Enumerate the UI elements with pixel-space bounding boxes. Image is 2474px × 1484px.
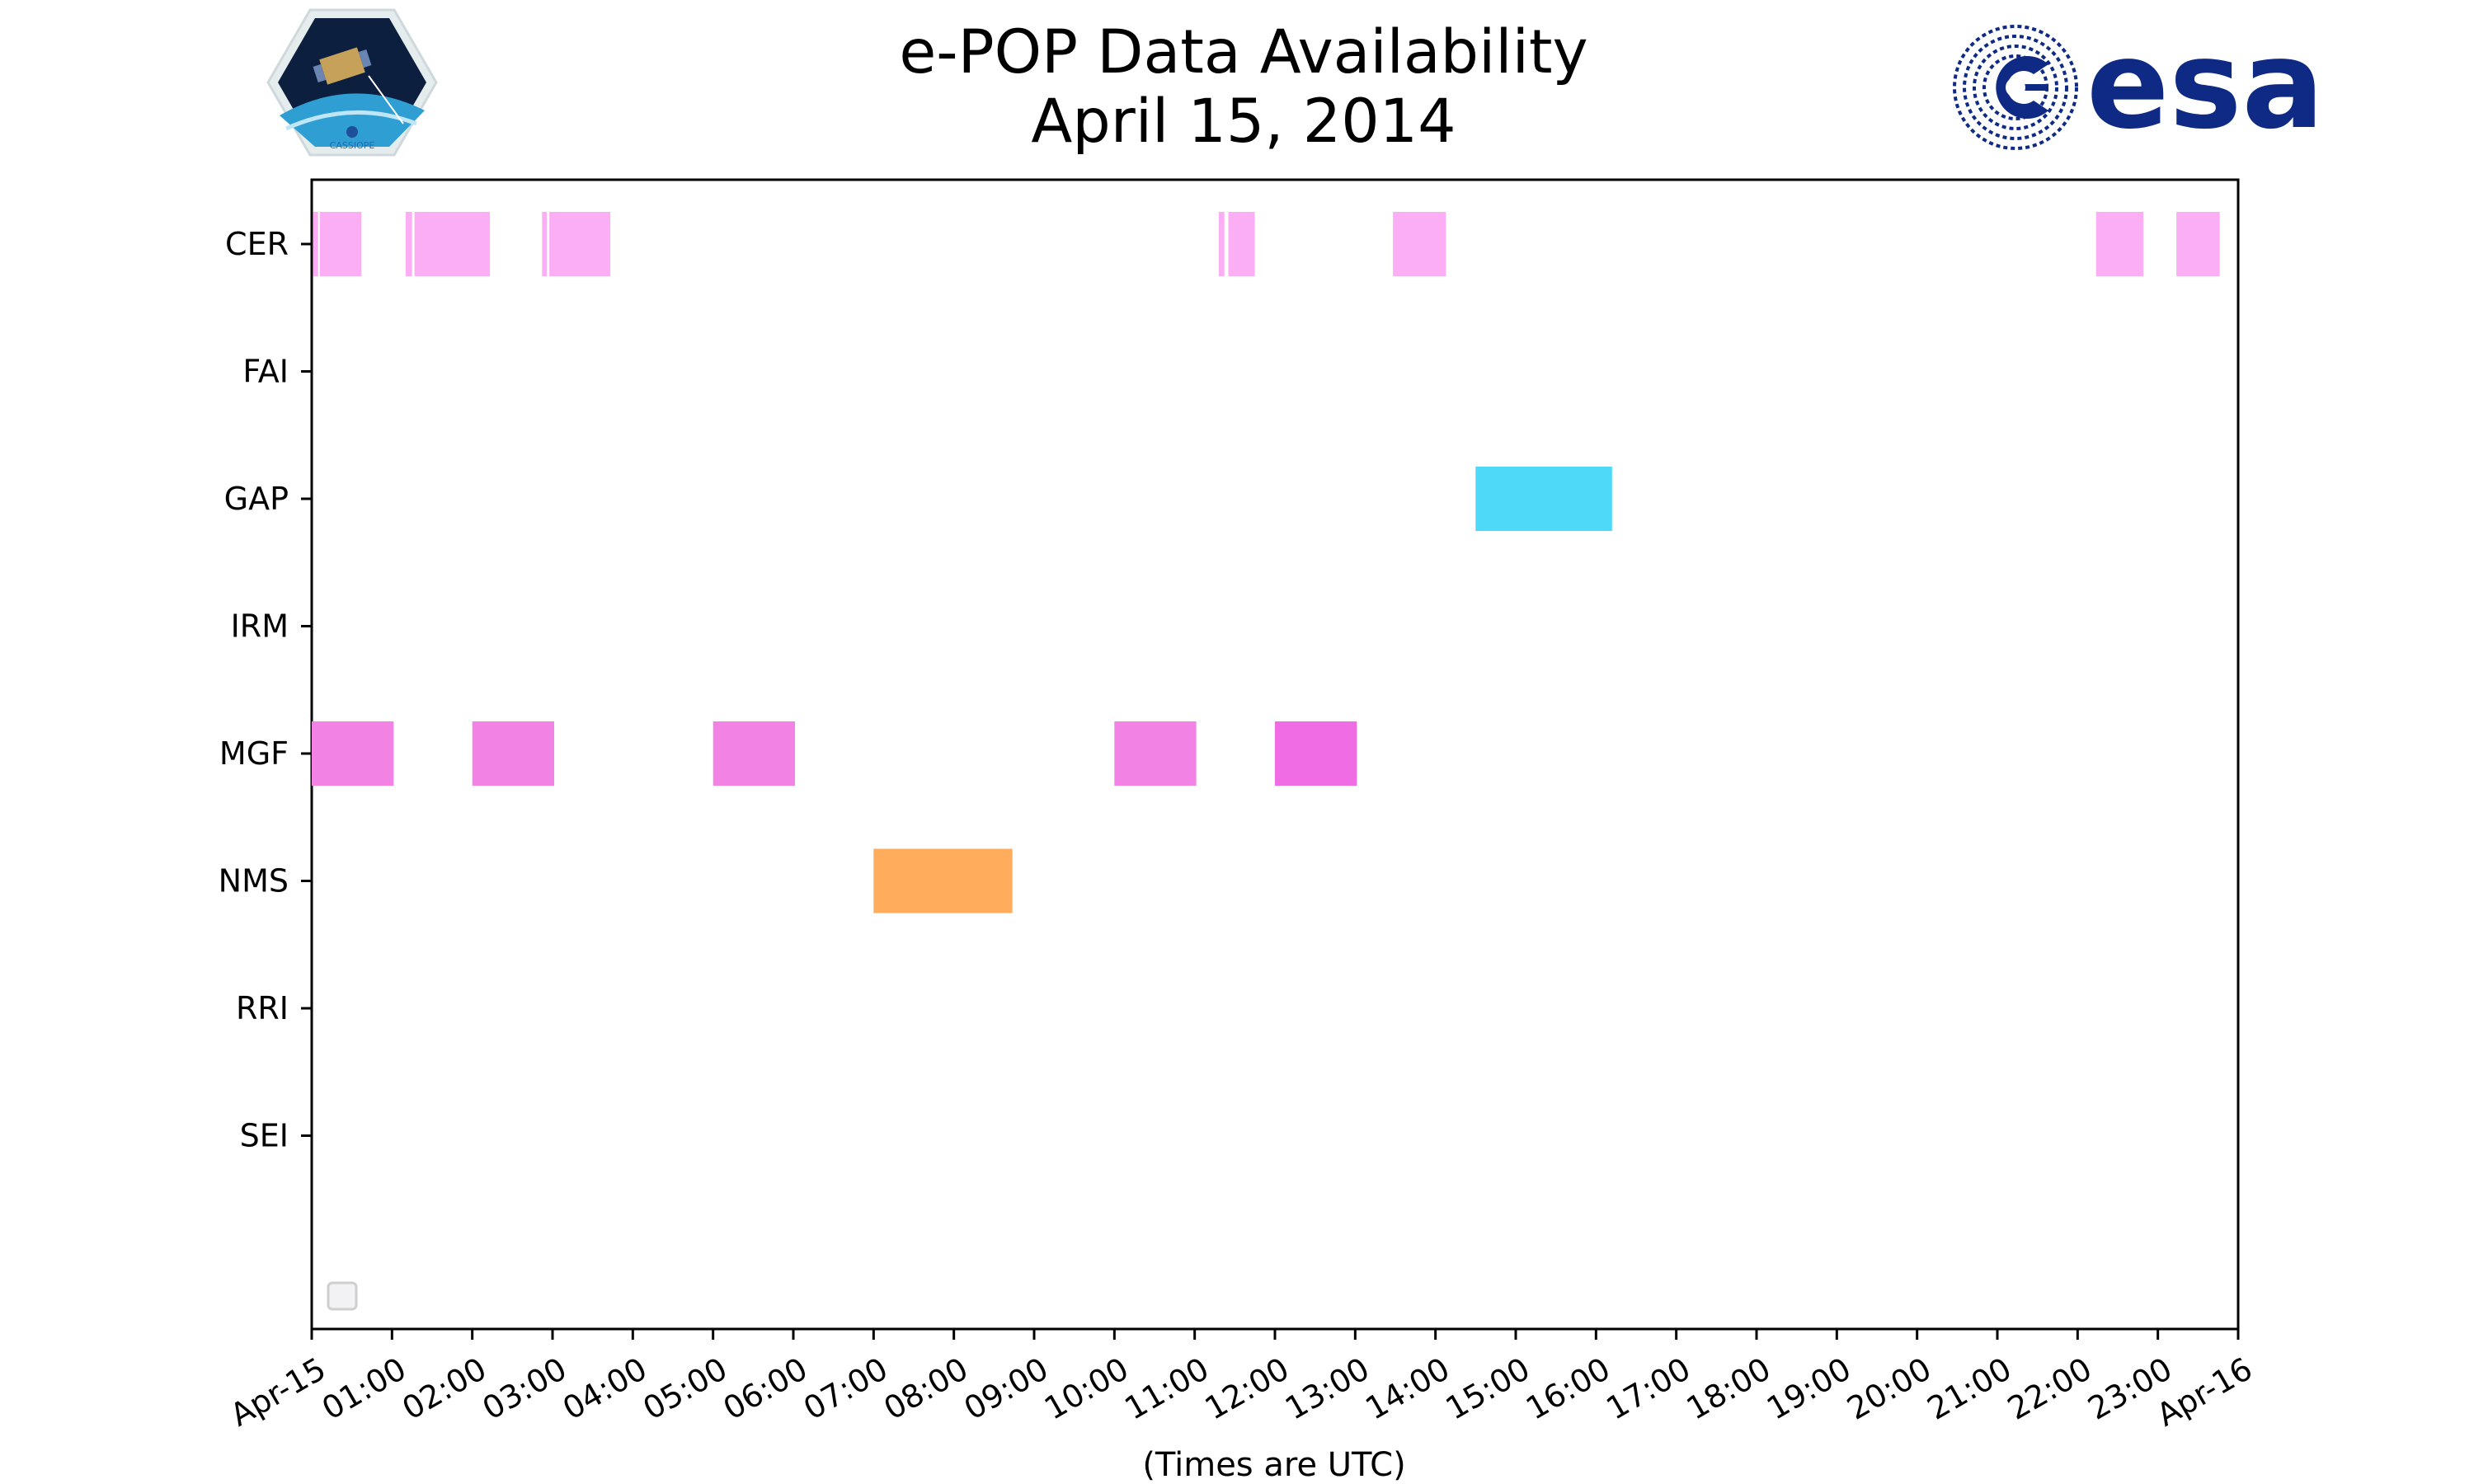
x-axis-label: (Times are UTC) [1142,1446,1405,1484]
x-tick-label: 10:00 [1038,1350,1135,1427]
y-tick-label-cer: CER [225,226,289,262]
interval-bar-cer [2095,212,2144,276]
x-tick-label: 08:00 [877,1350,974,1427]
interval-bar-cer [313,212,318,276]
interval-bar-mgf [472,721,554,786]
x-tick-label: 13:00 [1279,1350,1376,1427]
esa-emblem [1953,25,2078,150]
legend-box [327,1281,358,1311]
interval-bar-cer [1393,212,1446,276]
interval-bar-cer [549,212,611,276]
y-tick-label-sei: SEI [240,1118,289,1154]
x-tick-label: 21:00 [1921,1350,2018,1427]
interval-bar-mgf [1275,721,1357,786]
x-tick-label: Apr-15 [224,1350,332,1434]
x-tick-label: 11:00 [1118,1350,1215,1427]
interval-bar-mgf [713,721,795,786]
esa-wordmark: esa [2086,14,2324,156]
chart-title: e-POP Data Availability [899,17,1587,87]
y-tick-label-nms: NMS [219,863,289,899]
x-tick-label: 15:00 [1440,1350,1536,1427]
y-tick-label-mgf: MGF [219,735,289,772]
esa-logo: esa [1953,14,2324,156]
interval-bar-cer [414,212,491,276]
x-tick-label: 16:00 [1520,1350,1616,1427]
cassiope-label: CASSIOPE [330,140,375,151]
y-tick-label-rri: RRI [236,990,289,1026]
data-intervals [312,212,2220,913]
x-tick-label: 19:00 [1761,1350,1857,1427]
x-tick-label: 20:00 [1841,1350,1937,1427]
x-axis: Apr-1501:0002:0003:0004:0005:0006:0007:0… [224,1329,2259,1434]
interval-bar-cer [405,212,412,276]
interval-bar-cer [1228,212,1255,276]
x-tick-label: 22:00 [2001,1350,2098,1427]
x-tick-label: 18:00 [1681,1350,1777,1427]
x-tick-label: 03:00 [477,1350,573,1427]
x-tick-label: 04:00 [557,1350,653,1427]
interval-bar-cer [2176,212,2220,276]
x-tick-label: 06:00 [717,1350,814,1427]
y-tick-label-fai: FAI [242,354,289,390]
x-tick-label: 02:00 [396,1350,492,1427]
y-tick-label-gap: GAP [224,481,289,517]
interval-bar-cer [319,212,362,276]
x-tick-label: 17:00 [1600,1350,1696,1427]
interval-bar-cer [542,212,548,276]
y-tick-label-irm: IRM [231,608,289,645]
interval-bar-mgf [1114,721,1197,786]
interval-bar-nms [873,848,1013,913]
x-tick-label: 09:00 [958,1350,1055,1427]
x-tick-label: 12:00 [1199,1350,1296,1427]
x-tick-label: 07:00 [797,1350,894,1427]
cassiope-mission-logo: CASSIOPE [266,8,438,157]
interval-bar-cer [1218,212,1225,276]
chart-subtitle: April 15, 2014 [1031,87,1456,157]
x-tick-label: 14:00 [1359,1350,1456,1427]
interval-bar-gap [1475,467,1612,531]
interval-bar-mgf [312,721,394,786]
x-tick-label: 05:00 [637,1350,733,1427]
x-tick-label: 01:00 [316,1350,412,1427]
y-axis: CER FAI GAP IRM MGF NMS RRI SEI [219,226,312,1154]
